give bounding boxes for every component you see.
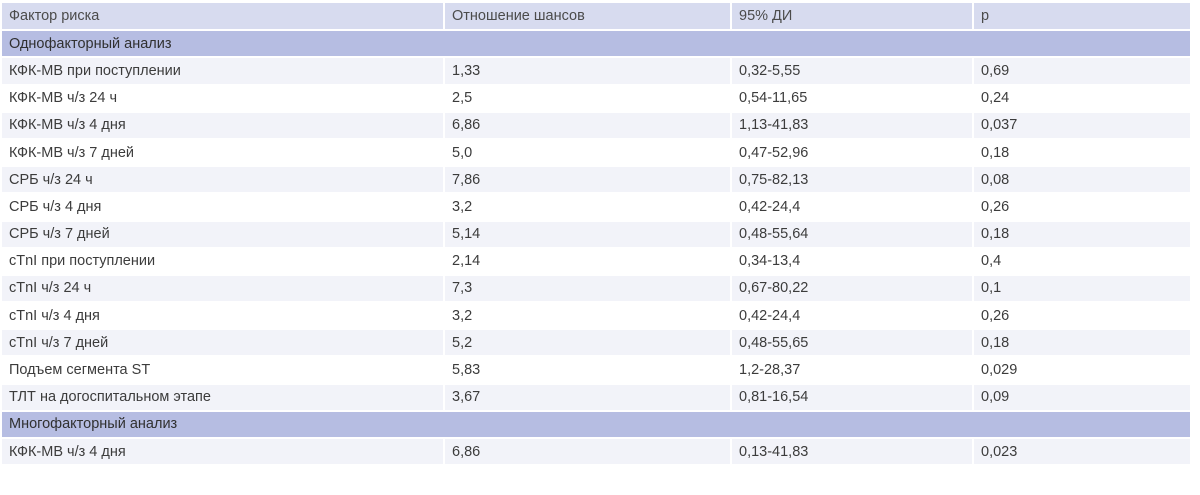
cell-confidence-interval: 0,54-11,65 [731,84,974,113]
cell-confidence-interval: 0,32-5,55 [731,57,974,86]
table-row: СРБ ч/з 4 дня 3,2 0,42-24,4 0,26 [2,193,1190,222]
table-row: cTnI ч/з 7 дней 5,2 0,48-55,65 0,18 [2,329,1190,358]
header-confidence-interval: 95% ДИ [731,3,974,32]
cell-odds-ratio: 6,86 [444,438,732,467]
cell-p-value: 0,4 [973,247,1190,276]
table-row: cTnI при поступлении 2,14 0,34-13,4 0,4 [2,247,1190,276]
cell-risk-factor: КФК-МВ ч/з 24 ч [2,84,445,113]
cell-risk-factor: cTnI ч/з 24 ч [2,274,445,304]
cell-risk-factor: КФК-МВ ч/з 4 дня [2,438,445,467]
cell-odds-ratio: 5,14 [444,220,732,249]
cell-p-value: 0,24 [973,84,1190,113]
cell-risk-factor: cTnI ч/з 7 дней [2,329,445,358]
cell-confidence-interval: 0,48-55,65 [731,329,974,358]
table-row: КФК-МВ ч/з 4 дня 6,86 1,13-41,83 0,037 [2,111,1190,140]
cell-odds-ratio: 5,0 [444,138,732,168]
section-row: Многофакторный анализ [2,410,1190,440]
cell-confidence-interval: 0,34-13,4 [731,247,974,276]
cell-odds-ratio: 3,2 [444,193,732,222]
table-header-row: Фактор риска Отношение шансов 95% ДИ p [2,3,1190,32]
cell-confidence-interval: 0,42-24,4 [731,193,974,222]
cell-odds-ratio: 3,2 [444,302,732,331]
cell-risk-factor: СРБ ч/з 24 ч [2,166,445,195]
cell-p-value: 0,037 [973,111,1190,140]
table-row: КФК-МВ при поступлении 1,33 0,32-5,55 0,69 [2,57,1190,86]
table-row: cTnI ч/з 4 дня 3,2 0,42-24,4 0,26 [2,302,1190,331]
cell-p-value: 0,26 [973,302,1190,331]
table-row: КФК-МВ ч/з 7 дней 5,0 0,47-52,96 0,18 [2,138,1190,168]
cell-confidence-interval: 1,13-41,83 [731,111,974,140]
cell-p-value: 0,08 [973,166,1190,195]
cell-risk-factor: cTnI ч/з 4 дня [2,302,445,331]
cell-risk-factor: ТЛТ на догоспитальном этапе [2,383,445,412]
cell-p-value: 0,023 [973,438,1190,467]
cell-odds-ratio: 5,83 [444,356,732,385]
cell-confidence-interval: 0,47-52,96 [731,138,974,168]
cell-p-value: 0,18 [973,220,1190,249]
cell-odds-ratio: 1,33 [444,57,732,86]
cell-risk-factor: КФК-МВ ч/з 4 дня [2,111,445,140]
header-risk-factor: Фактор риска [2,3,445,32]
cell-p-value: 0,1 [973,274,1190,304]
cell-risk-factor: Подъем сегмента ST [2,356,445,385]
cell-odds-ratio: 2,14 [444,247,732,276]
cell-confidence-interval: 0,67-80,22 [731,274,974,304]
cell-odds-ratio: 6,86 [444,111,732,140]
cell-confidence-interval: 0,48-55,64 [731,220,974,249]
cell-p-value: 0,09 [973,383,1190,412]
table-row: ТЛТ на догоспитальном этапе 3,67 0,81-16,5… [2,383,1190,412]
cell-odds-ratio: 7,3 [444,274,732,304]
header-odds-ratio: Отношение шансов [444,3,732,32]
cell-confidence-interval: 1,2-28,37 [731,356,974,385]
table-row: КФК-МВ ч/з 24 ч 2,5 0,54-11,65 0,24 [2,84,1190,113]
table-row: Подъем сегмента ST 5,83 1,2-28,37 0,029 [2,356,1190,385]
cell-confidence-interval: 0,75-82,13 [731,166,974,195]
section-label: Многофакторный анализ [2,410,1190,440]
header-p-value: p [973,3,1190,32]
cell-p-value: 0,26 [973,193,1190,222]
cell-odds-ratio: 2,5 [444,84,732,113]
cell-risk-factor: СРБ ч/з 4 дня [2,193,445,222]
cell-odds-ratio: 7,86 [444,166,732,195]
cell-p-value: 0,029 [973,356,1190,385]
risk-factor-table: Фактор риска Отношение шансов 95% ДИ p О… [2,3,1190,467]
cell-risk-factor: КФК-МВ ч/з 7 дней [2,138,445,168]
cell-confidence-interval: 0,42-24,4 [731,302,974,331]
section-row: Однофакторный анализ [2,30,1190,59]
cell-p-value: 0,18 [973,329,1190,358]
table-row: КФК-МВ ч/з 4 дня 6,86 0,13-41,83 0,023 [2,438,1190,467]
cell-risk-factor: КФК-МВ при поступлении [2,57,445,86]
table-row: cTnI ч/з 24 ч 7,3 0,67-80,22 0,1 [2,274,1190,304]
cell-risk-factor: cTnI при поступлении [2,247,445,276]
cell-odds-ratio: 5,2 [444,329,732,358]
cell-p-value: 0,18 [973,138,1190,168]
cell-risk-factor: СРБ ч/з 7 дней [2,220,445,249]
section-label: Однофакторный анализ [2,30,1190,59]
cell-odds-ratio: 3,67 [444,383,732,412]
cell-confidence-interval: 0,81-16,54 [731,383,974,412]
cell-p-value: 0,69 [973,57,1190,86]
cell-confidence-interval: 0,13-41,83 [731,438,974,467]
table-row: СРБ ч/з 7 дней 5,14 0,48-55,64 0,18 [2,220,1190,249]
table-row: СРБ ч/з 24 ч 7,86 0,75-82,13 0,08 [2,166,1190,195]
